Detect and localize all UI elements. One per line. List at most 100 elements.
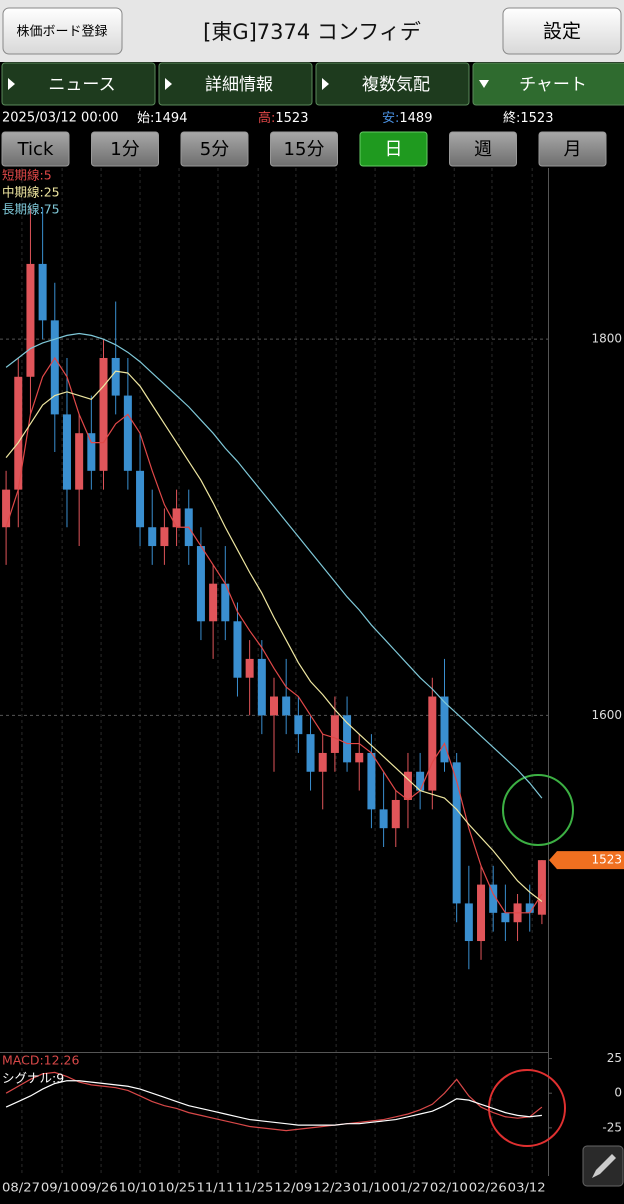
y-tick-label: 25 <box>607 1051 622 1065</box>
candle-body <box>123 395 132 471</box>
axis-border <box>548 168 549 1176</box>
legend-entry: シグナル:9 <box>2 1071 64 1086</box>
tab[interactable] <box>158 62 313 106</box>
legend-entry: 短期線:5 <box>2 168 52 183</box>
period-label: 1分 <box>110 139 139 160</box>
candle-body <box>75 433 84 490</box>
period-button[interactable] <box>538 131 607 167</box>
highlight-circle <box>488 1069 566 1147</box>
last-price-tag <box>549 851 624 870</box>
period-label: 月 <box>564 139 582 160</box>
candle-body <box>233 621 242 678</box>
x-tick-label: 12/09 <box>274 1180 312 1195</box>
candle-body <box>209 583 218 622</box>
candle-body <box>525 903 534 913</box>
ohlc-item: 高:1523 <box>258 110 308 126</box>
ohlc-value: 1523 <box>275 111 308 126</box>
candle-body <box>416 771 425 791</box>
candle-body <box>160 527 169 547</box>
ohlc-value: 1523 <box>520 111 553 126</box>
tab-label: 複数気配 <box>362 75 430 95</box>
ohlc-item: 安:1489 <box>382 111 432 126</box>
candle-body <box>50 320 59 415</box>
page-title: [東G]7374 コンフィデ <box>203 20 421 44</box>
settings-button[interactable] <box>502 7 622 55</box>
y-tick-label: -25 <box>602 1120 622 1134</box>
candle-body <box>428 696 437 791</box>
y-tick-label: 1600 <box>591 708 622 722</box>
x-tick-label: 01/27 <box>391 1180 429 1195</box>
period-label: Tick <box>17 139 54 160</box>
period-label: 5分 <box>200 139 229 160</box>
period-button[interactable] <box>1 131 70 167</box>
candle-body <box>440 696 449 763</box>
register-label: 株価ボード登録 <box>16 25 107 40</box>
y-tick-label: 0 <box>614 1086 622 1100</box>
candle-body <box>38 263 47 321</box>
pencil-icon <box>592 1154 616 1178</box>
x-tick-label: 03/12 <box>508 1180 546 1195</box>
candle-body <box>136 470 145 528</box>
candle-body <box>14 376 23 490</box>
x-tick-label: 10/10 <box>119 1180 157 1195</box>
candle-body <box>111 357 120 396</box>
candle-body <box>330 715 339 753</box>
ohlc-label: 終: <box>503 110 520 126</box>
settings-label: 設定 <box>543 21 581 43</box>
x-tick-label: 08/27 <box>2 1180 40 1195</box>
period-button[interactable] <box>91 131 159 167</box>
x-tick-label: 11/11 <box>197 1180 235 1195</box>
candle-body <box>2 489 11 528</box>
ohlc-label: 高: <box>258 110 275 126</box>
legend-entry: MACD:12.26 <box>2 1053 80 1068</box>
x-tick-label: 09/10 <box>41 1180 79 1195</box>
candle-body <box>391 799 400 829</box>
candle-body <box>477 884 486 942</box>
ohlc-value: 1494 <box>154 111 187 126</box>
tab-arrow-down <box>479 80 489 88</box>
candle-body <box>282 696 291 716</box>
candle-body <box>99 357 108 471</box>
candle-body <box>537 860 546 915</box>
tab[interactable] <box>315 62 470 106</box>
ohlc-label: 安: <box>382 111 399 126</box>
ohlc-item: 終:1523 <box>503 110 553 126</box>
register-button[interactable] <box>2 7 123 55</box>
ohlc-value: 1489 <box>399 111 432 126</box>
candle-body <box>26 263 35 377</box>
period-button[interactable] <box>180 131 249 167</box>
candle-body <box>343 715 352 763</box>
x-tick-label: 02/26 <box>469 1180 507 1195</box>
candle-body <box>355 752 364 763</box>
candle-body <box>62 414 71 490</box>
tab-arrow <box>322 78 329 90</box>
tab[interactable] <box>472 62 624 106</box>
tab[interactable] <box>1 62 156 106</box>
legend-entry: 長期線:75 <box>2 202 60 217</box>
tab-label: チャート <box>519 75 587 95</box>
period-button[interactable] <box>270 131 338 167</box>
last-price-label: 1523 <box>591 853 622 867</box>
ohlc-label: 始: <box>137 111 154 126</box>
period-button[interactable] <box>359 131 428 167</box>
candle-body <box>87 433 96 471</box>
indicator-line <box>5 1071 543 1132</box>
tab-label: 詳細情報 <box>205 75 273 95</box>
period-button[interactable] <box>449 131 517 167</box>
indicator-line <box>5 356 543 914</box>
candle-body <box>464 903 473 942</box>
candle-body <box>245 658 254 678</box>
x-tick-label: 01/10 <box>352 1180 390 1195</box>
tab-arrow <box>165 78 172 90</box>
candle-body <box>172 508 181 528</box>
tab-arrow <box>8 78 15 90</box>
indicator-line <box>5 1080 542 1126</box>
candle-body <box>318 752 327 772</box>
period-label: 15分 <box>284 139 325 160</box>
candle-body <box>452 762 461 904</box>
candle-body <box>148 527 157 547</box>
candle-body <box>501 912 510 923</box>
candle-body <box>294 715 303 735</box>
indicator-line <box>5 332 543 799</box>
